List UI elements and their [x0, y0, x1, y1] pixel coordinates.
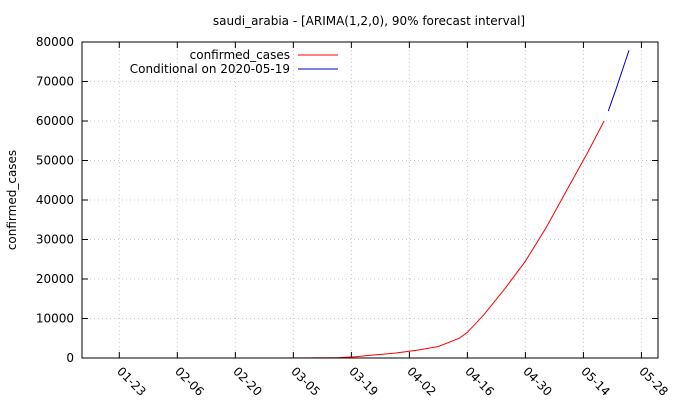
- y-tick-label: 40000: [36, 193, 74, 207]
- x-tick-label: 02-06: [172, 364, 207, 399]
- y-tick-label: 20000: [36, 272, 74, 286]
- y-tick-label: 10000: [36, 312, 74, 326]
- legend-label-forecast: Conditional on 2020-05-19: [130, 62, 290, 76]
- x-tick-label: 03-19: [346, 364, 381, 399]
- axis-ticks: 0 10000 20000 30000 40000 50000 60000 70000 8000…: [36, 35, 671, 399]
- x-tick-label: 04-02: [404, 364, 439, 399]
- x-tick-label: 04-30: [520, 364, 555, 399]
- y-tick-label: 30000: [36, 233, 74, 247]
- y-tick-label: 80000: [36, 35, 74, 49]
- chart-title: saudi_arabia - [ARIMA(1,2,0), 90% foreca…: [213, 14, 525, 28]
- x-tick-label: 04-16: [462, 364, 497, 399]
- legend: confirmed_cases Conditional on 2020-05-1…: [130, 48, 338, 76]
- x-tick-label: 05-28: [636, 364, 671, 399]
- y-tick-label: 0: [66, 351, 74, 365]
- y-tick-label: 70000: [36, 75, 74, 89]
- x-tick-label: 05-14: [578, 364, 613, 399]
- grid-lines: [82, 42, 658, 358]
- x-tick-label: 02-20: [230, 364, 265, 399]
- series-line-confirmed-cases: [280, 120, 605, 359]
- x-tick-label: 01-23: [114, 364, 149, 399]
- y-tick-label: 60000: [36, 114, 74, 128]
- y-axis-label: confirmed_cases: [5, 150, 19, 250]
- y-tick-label: 50000: [36, 154, 74, 168]
- series-lines: [280, 50, 630, 359]
- series-line-forecast: [607, 50, 630, 112]
- legend-label-confirmed-cases: confirmed_cases: [190, 48, 290, 62]
- x-tick-label: 03-05: [288, 364, 323, 399]
- plot-frame: [81, 41, 659, 359]
